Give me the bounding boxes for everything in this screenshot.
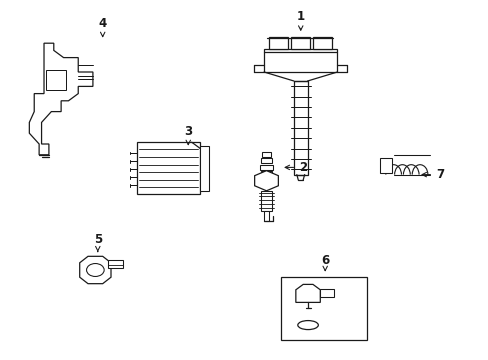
Text: 3: 3 [184, 125, 192, 145]
Text: 2: 2 [285, 161, 306, 174]
Bar [261, 158, 271, 163]
Bar [293, 81, 307, 175]
Polygon shape [254, 171, 278, 191]
Text: 4: 4 [99, 17, 106, 37]
Ellipse shape [297, 320, 318, 330]
Bar [262, 152, 270, 157]
Circle shape [86, 264, 104, 276]
Bar [268, 37, 287, 49]
Bar [264, 49, 337, 72]
Bar [379, 158, 391, 173]
Bar [290, 37, 309, 49]
Text: 5: 5 [94, 233, 102, 252]
Bar [281, 277, 366, 340]
Bar [137, 142, 200, 194]
Text: 6: 6 [321, 255, 328, 271]
Bar [107, 260, 123, 268]
Polygon shape [29, 43, 93, 155]
Polygon shape [80, 256, 111, 284]
Bar [261, 171, 271, 176]
Bar [46, 70, 66, 90]
Polygon shape [295, 284, 320, 302]
Text: 1: 1 [296, 10, 304, 30]
Bar [320, 289, 333, 297]
Bar [312, 37, 331, 49]
Bar [260, 165, 272, 170]
Bar [263, 211, 269, 221]
Bar [200, 146, 209, 191]
Text: 7: 7 [421, 168, 443, 181]
Bar [260, 191, 272, 211]
